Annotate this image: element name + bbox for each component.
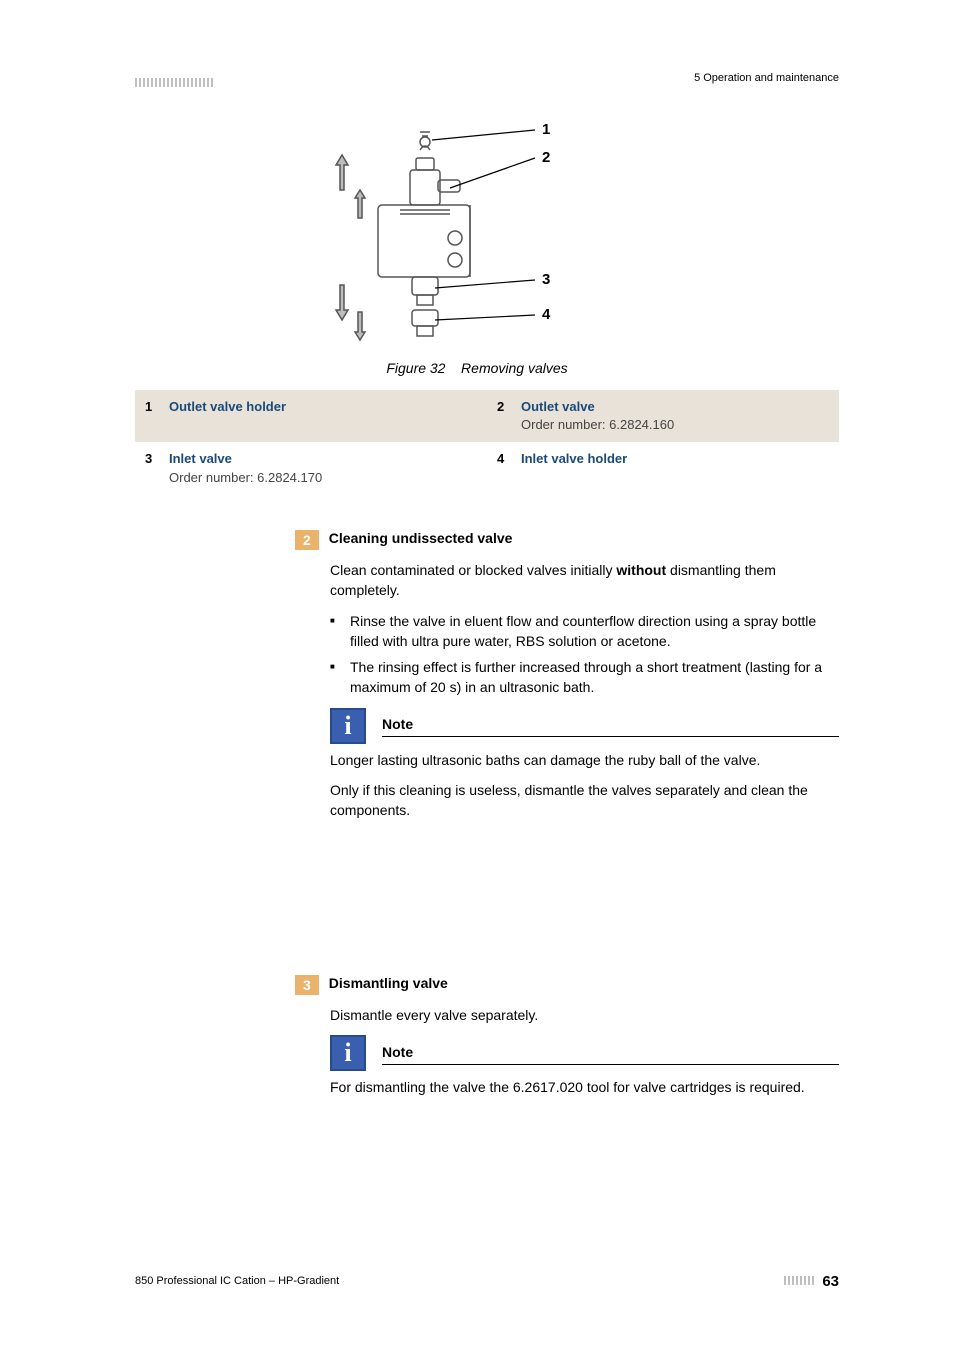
figure-caption-label: Figure 32	[386, 360, 445, 376]
info-icon: i	[330, 708, 366, 744]
step-title: Dismantling valve	[329, 975, 448, 991]
footer-product: 850 Professional IC Cation – HP-Gradient	[135, 1275, 339, 1287]
figure-label-2: 2	[542, 149, 550, 166]
legend-row: 1 Outlet valve holder 2 Outlet valve Ord…	[135, 390, 839, 442]
legend-name: Outlet valve holder	[169, 398, 477, 416]
note-label: Note	[382, 1042, 839, 1065]
legend-num: 4	[497, 450, 521, 486]
note-box: i Note For dismantling the valve the 6.2…	[330, 1035, 839, 1097]
note-box: i Note Longer lasting ultrasonic baths c…	[330, 708, 839, 770]
note-label: Note	[382, 714, 839, 737]
step-3: 3 Dismantling valve Dismantle every valv…	[295, 975, 839, 1108]
legend-sub: Order number: 6.2824.170	[169, 469, 477, 487]
figure-label-1: 1	[542, 121, 550, 138]
legend-cell: 1 Outlet valve holder	[135, 390, 487, 442]
page-number: 63	[822, 1273, 839, 1290]
figure-diagram: 1 2 3 4	[320, 110, 580, 355]
legend-name: Inlet valve	[169, 450, 477, 468]
figure-caption-text: Removing valves	[461, 360, 568, 376]
note-text: Longer lasting ultrasonic baths can dama…	[330, 750, 839, 770]
list-item: The rinsing effect is further increased …	[330, 657, 839, 698]
legend-cell: 2 Outlet valve Order number: 6.2824.160	[487, 390, 839, 442]
list-item: Rinse the valve in eluent flow and count…	[330, 611, 839, 652]
step-2: 2 Cleaning undissected valve Clean conta…	[295, 530, 839, 831]
step-paragraph: Clean contaminated or blocked valves ini…	[330, 560, 839, 601]
step-title: Cleaning undissected valve	[329, 530, 513, 546]
step-bullet-list: Rinse the valve in eluent flow and count…	[330, 611, 839, 698]
step-number: 3	[295, 975, 319, 995]
legend-sub: Order number: 6.2824.160	[521, 416, 829, 434]
legend-row: 3 Inlet valve Order number: 6.2824.170 4…	[135, 442, 839, 494]
legend-table: 1 Outlet valve holder 2 Outlet valve Ord…	[135, 390, 839, 495]
header-section-label: 5 Operation and maintenance	[694, 72, 839, 84]
footer-dashes	[784, 1272, 816, 1290]
info-icon: i	[330, 1035, 366, 1071]
page-header: 5 Operation and maintenance	[135, 72, 839, 90]
note-text: For dismantling the valve the 6.2617.020…	[330, 1077, 839, 1097]
legend-cell: 3 Inlet valve Order number: 6.2824.170	[135, 442, 487, 494]
legend-name: Outlet valve	[521, 398, 829, 416]
figure-caption: Figure 32 Removing valves	[0, 360, 954, 376]
figure-label-3: 3	[542, 271, 550, 288]
step-paragraph: Dismantle every valve separately.	[330, 1005, 839, 1025]
figure-label-4: 4	[542, 306, 551, 323]
step-paragraph: Only if this cleaning is useless, disman…	[330, 780, 839, 821]
legend-num: 3	[145, 450, 169, 486]
header-dashes	[135, 74, 235, 84]
legend-name: Inlet valve holder	[521, 450, 829, 468]
legend-num: 1	[145, 398, 169, 434]
page-footer: 850 Professional IC Cation – HP-Gradient…	[135, 1272, 839, 1290]
legend-cell: 4 Inlet valve holder	[487, 442, 839, 494]
step-number: 2	[295, 530, 319, 550]
legend-num: 2	[497, 398, 521, 434]
